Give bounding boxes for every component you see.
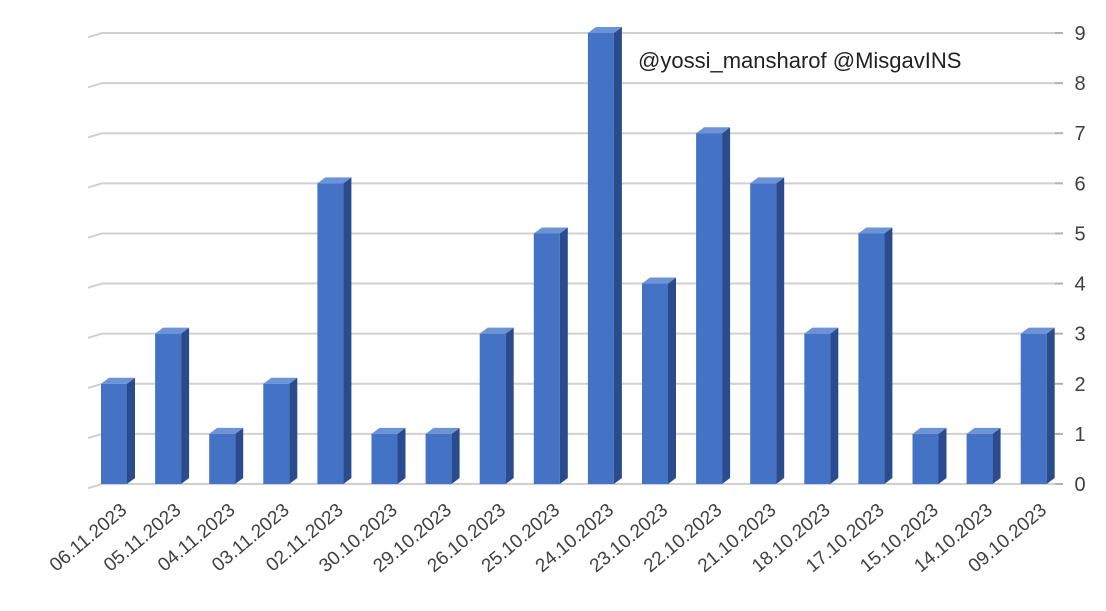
bar-top <box>804 327 839 334</box>
bar-front <box>1020 333 1047 484</box>
bar-front <box>642 283 668 484</box>
bar-top <box>966 427 1001 434</box>
bar-top <box>696 127 731 134</box>
bar-front <box>317 183 344 485</box>
bar-side <box>722 127 731 484</box>
gridline-slant <box>87 82 103 89</box>
y-tick-label: 7 <box>1074 123 1085 145</box>
bar-front <box>696 133 723 484</box>
x-axis-tick-labels: 06.11.202305.11.202304.11.202303.11.2023… <box>46 500 1051 577</box>
y-tick-label: 1 <box>1074 424 1085 446</box>
y-tick-label: 3 <box>1074 324 1085 346</box>
bar <box>750 177 785 485</box>
y-tick-label: 6 <box>1074 173 1085 195</box>
bar-top <box>479 327 514 334</box>
bar-top <box>750 177 785 184</box>
bar-side <box>235 427 244 484</box>
bar <box>263 377 298 484</box>
bar <box>858 227 893 484</box>
bar-side <box>776 177 785 485</box>
bar-front <box>912 433 939 484</box>
gridline-slant <box>87 332 103 339</box>
bar <box>587 27 622 484</box>
bar-front <box>966 433 993 484</box>
bar <box>155 327 190 484</box>
gridline-slant <box>87 182 103 189</box>
y-tick-label: 4 <box>1074 274 1085 296</box>
bar <box>101 377 135 484</box>
bar <box>425 427 460 484</box>
y-tick-label: 5 <box>1074 223 1085 245</box>
bar-top <box>155 327 190 334</box>
bar-front <box>263 383 290 484</box>
bar-side <box>830 327 839 484</box>
gridlines <box>87 32 1063 490</box>
bar-front <box>858 233 885 484</box>
gridline-slant <box>87 382 103 389</box>
bar <box>209 427 244 484</box>
bar-top <box>912 427 947 434</box>
bar-front <box>479 333 506 484</box>
bar-side <box>992 427 1001 484</box>
bar-front <box>155 333 182 484</box>
bar <box>642 277 676 484</box>
y-tick-label: 2 <box>1074 374 1085 396</box>
bar-top <box>858 227 893 234</box>
y-tick-label: 8 <box>1074 73 1085 95</box>
bar-side <box>559 227 568 484</box>
bar <box>912 427 947 484</box>
bar-side <box>397 427 406 484</box>
bars <box>101 27 1055 485</box>
bar-side <box>127 377 135 484</box>
gridline-slant <box>87 282 103 289</box>
bar-side <box>1046 327 1055 484</box>
bar-front <box>533 233 560 484</box>
bar-front <box>209 433 236 484</box>
bar-top <box>263 377 298 384</box>
bar-side <box>938 427 947 484</box>
bar-side <box>613 27 622 484</box>
bar <box>804 327 839 484</box>
bar-front <box>425 433 452 484</box>
bar-front <box>750 183 777 485</box>
bar-front <box>587 33 614 484</box>
bar-top <box>587 27 622 33</box>
bar <box>371 427 406 484</box>
bar-top <box>642 277 676 284</box>
gridline-slant <box>87 132 103 139</box>
bar <box>696 127 731 484</box>
gridline-slant <box>87 483 103 490</box>
bar-front <box>804 333 831 484</box>
bar-side <box>668 277 676 484</box>
watermark-annotation: @yossi_mansharof @MisgavINS <box>638 48 961 73</box>
y-axis-tick-labels: 0 1 2 3 4 5 6 7 8 9 <box>1074 23 1085 496</box>
bar-top <box>317 177 352 184</box>
bar-side <box>505 327 514 484</box>
gridline-slant <box>87 32 103 39</box>
bar-side <box>884 227 893 484</box>
bar-side <box>451 427 460 484</box>
bar <box>966 427 1001 484</box>
gridline-slant <box>87 432 103 440</box>
bar-side <box>181 327 190 484</box>
y-tick-label: 9 <box>1074 23 1085 45</box>
bar-top <box>1020 327 1055 334</box>
bar-top <box>101 377 135 384</box>
bar <box>317 177 352 485</box>
bar-top <box>209 427 244 434</box>
bar <box>533 227 568 484</box>
bar-front <box>371 433 398 484</box>
bar-front <box>101 383 127 484</box>
bar-top <box>371 427 406 434</box>
gridline-slant <box>87 232 103 239</box>
bar-side <box>289 377 298 484</box>
bar-side <box>343 177 352 485</box>
y-tick-label: 0 <box>1074 474 1085 496</box>
bar-top <box>533 227 568 234</box>
bar <box>479 327 514 484</box>
bar-top <box>425 427 460 434</box>
bar <box>1020 327 1055 484</box>
